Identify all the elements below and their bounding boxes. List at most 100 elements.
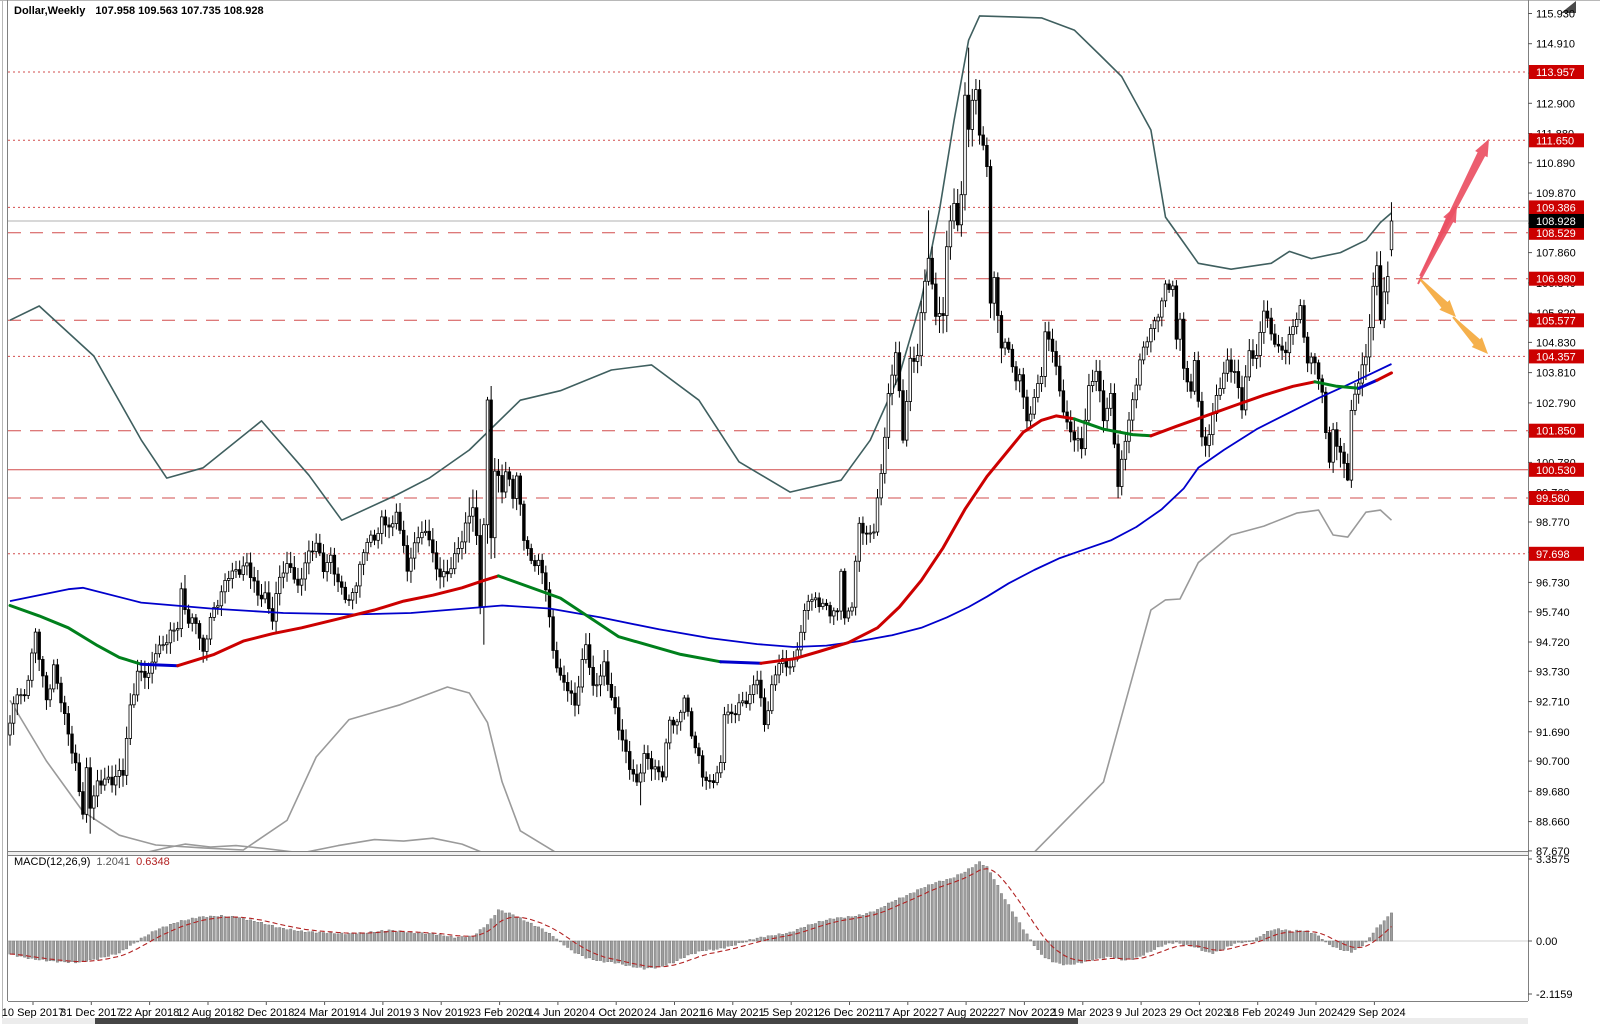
candle-body-up [1233,371,1237,373]
macd-bar [529,922,533,942]
macd-bar [949,878,952,942]
trend-arrow-up[interactable] [1417,205,1457,285]
candle-body-up [1214,394,1219,414]
macd-bar [172,923,176,942]
candle-body-down [558,667,563,676]
candle-body-up [1090,380,1095,386]
candle-body-down [817,597,821,608]
macd-bar [1233,940,1237,944]
macd-bar [1145,940,1149,953]
macd-bar [690,940,694,955]
macd-bar [1196,940,1200,948]
candle-body-up [952,202,956,222]
macd-bar [427,933,431,942]
candle-body-up [241,565,245,575]
macd-bar [1120,940,1124,961]
macd-bar [646,940,650,969]
macd-bar [803,927,807,942]
price-tick-label: 107.860 [1536,248,1576,260]
ohlc-values: 107.958 109.563 107.735 108.928 [95,5,264,17]
pane-splitter[interactable] [8,852,1528,855]
lower-band [9,509,1393,851]
macd-bar [1211,940,1215,954]
macd-name-label: MACD(12,26,9) [14,856,91,868]
macd-bar [387,929,391,942]
ma-blue [9,363,1392,648]
candle-body-up [307,550,311,564]
macd-bar [1222,940,1226,950]
macd-bar [1386,916,1390,942]
candle-body-up [1192,360,1197,392]
chart-shift-marker-icon[interactable] [1561,1,1576,13]
candle-body-down [624,739,628,752]
candle-body-up [1149,328,1153,343]
candle-body-down [540,559,544,574]
candle-body-down [143,671,147,678]
candle-body-up [358,563,362,587]
macd-bar [846,916,850,942]
macd-bar [595,940,599,961]
candle-body-down [1054,351,1058,367]
trend-arrow-down[interactable] [1419,278,1456,317]
macd-bar [588,940,592,959]
h-scrollbar-thumb[interactable] [95,1018,1078,1024]
macd-bar [613,940,617,964]
macd-bar [726,940,730,947]
macd-bar [1295,929,1299,942]
ma-colored-down [1313,380,1361,390]
candle-body-up [208,617,213,640]
candle-body-up [777,663,781,676]
candle-body-up [788,666,792,669]
macd-bar [828,918,832,942]
candle-body-up [737,702,741,716]
candle-body-down [999,315,1004,349]
macd-bar [865,913,869,942]
macd-bar [26,940,30,959]
candle-body-down [635,773,639,783]
candle-body-up [48,688,52,701]
candle-body-down [977,89,982,136]
macd-bar [103,940,107,958]
macd-bar [1240,940,1244,944]
candle-body-down [1316,362,1321,380]
macd-bar [296,931,300,942]
candle-body-down [657,766,661,773]
macd-bar [1098,940,1102,959]
candle-body-down [966,94,971,130]
macd-bar [241,918,245,942]
candle-body-up [376,533,380,541]
candle-body-up [263,592,267,600]
macd-bar [1007,904,1011,942]
candle-body-up [948,220,953,248]
trend-arrow-down[interactable] [1452,316,1488,354]
macd-bar [814,923,817,942]
macd-bar [577,940,581,954]
ma-colored-down [496,574,723,664]
macd-bar [635,940,639,968]
macd-bar [438,934,442,942]
candle-body-up [1043,331,1047,377]
macd-bar [872,911,876,942]
macd-bar [340,932,344,942]
candle-body-down [1167,283,1171,290]
price-level-badge-text: 101.850 [1536,426,1576,438]
candle-body-down [660,771,665,778]
candle-body-down [292,567,296,580]
date-label: 31 Dec 2017 [60,1007,122,1019]
price-axis[interactable]: 115.930114.910113.920112.900111.880110.8… [1528,9,1584,1002]
candle-body-down [288,563,293,568]
macd-bar [1371,932,1375,942]
macd-bar [85,940,88,962]
ma-colored-up [1375,371,1393,382]
macd-bar [1335,940,1339,948]
price-level-badge-text: 105.577 [1536,315,1576,327]
candle-body-down [1050,338,1055,352]
candle-body-up [482,524,486,608]
candle-body-down [44,675,49,701]
date-label: 14 Jul 2019 [354,1007,411,1019]
candle-body-up [1032,397,1036,415]
candle-body-down [259,594,264,600]
macd-bar [88,940,92,961]
